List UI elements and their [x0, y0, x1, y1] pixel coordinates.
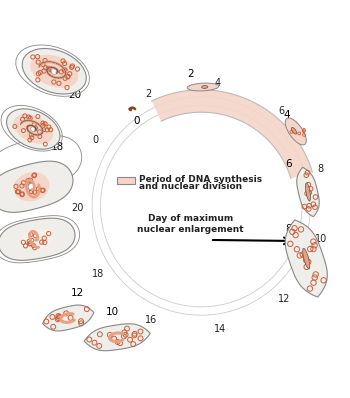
Text: 18: 18 — [91, 269, 104, 279]
Text: 16: 16 — [145, 315, 157, 325]
Text: 20: 20 — [69, 90, 82, 100]
Text: 20: 20 — [71, 203, 83, 213]
Text: 12: 12 — [278, 294, 290, 304]
Polygon shape — [43, 305, 94, 331]
Text: 0: 0 — [93, 135, 99, 145]
Text: 14: 14 — [55, 234, 68, 244]
Text: 2: 2 — [145, 89, 151, 99]
Ellipse shape — [21, 229, 52, 250]
Text: 18: 18 — [51, 142, 64, 152]
Text: 16: 16 — [51, 182, 64, 192]
Text: 4: 4 — [214, 78, 220, 88]
Circle shape — [31, 127, 36, 132]
Polygon shape — [297, 167, 319, 217]
Ellipse shape — [285, 118, 306, 145]
Text: 6: 6 — [286, 159, 292, 169]
Circle shape — [51, 68, 57, 74]
Ellipse shape — [13, 114, 53, 144]
Ellipse shape — [187, 83, 219, 91]
Circle shape — [28, 183, 35, 190]
Text: nuclear enlargement: nuclear enlargement — [138, 225, 244, 234]
Ellipse shape — [30, 55, 78, 88]
Polygon shape — [0, 161, 73, 213]
Text: 2: 2 — [188, 69, 194, 79]
Text: 10: 10 — [315, 234, 327, 244]
Text: and nuclear division: and nuclear division — [139, 181, 243, 191]
Ellipse shape — [14, 172, 49, 201]
Ellipse shape — [7, 109, 60, 149]
Ellipse shape — [22, 49, 86, 94]
Text: 8: 8 — [317, 164, 323, 174]
Text: Period of DNA synthesis: Period of DNA synthesis — [139, 175, 262, 184]
Text: 8: 8 — [286, 224, 292, 234]
Ellipse shape — [202, 86, 208, 88]
Text: Day of maximum: Day of maximum — [148, 214, 233, 223]
Polygon shape — [84, 324, 150, 351]
Text: 14: 14 — [214, 324, 226, 334]
Text: 6: 6 — [278, 106, 285, 116]
Polygon shape — [152, 90, 312, 178]
Ellipse shape — [306, 183, 310, 201]
Text: 10: 10 — [105, 307, 119, 317]
Polygon shape — [0, 218, 75, 260]
Text: 0: 0 — [133, 116, 140, 126]
Text: 4: 4 — [284, 110, 290, 120]
Text: 12: 12 — [70, 289, 84, 298]
Ellipse shape — [303, 248, 310, 269]
Polygon shape — [285, 220, 327, 297]
Bar — [117, 177, 135, 184]
Ellipse shape — [291, 127, 297, 134]
